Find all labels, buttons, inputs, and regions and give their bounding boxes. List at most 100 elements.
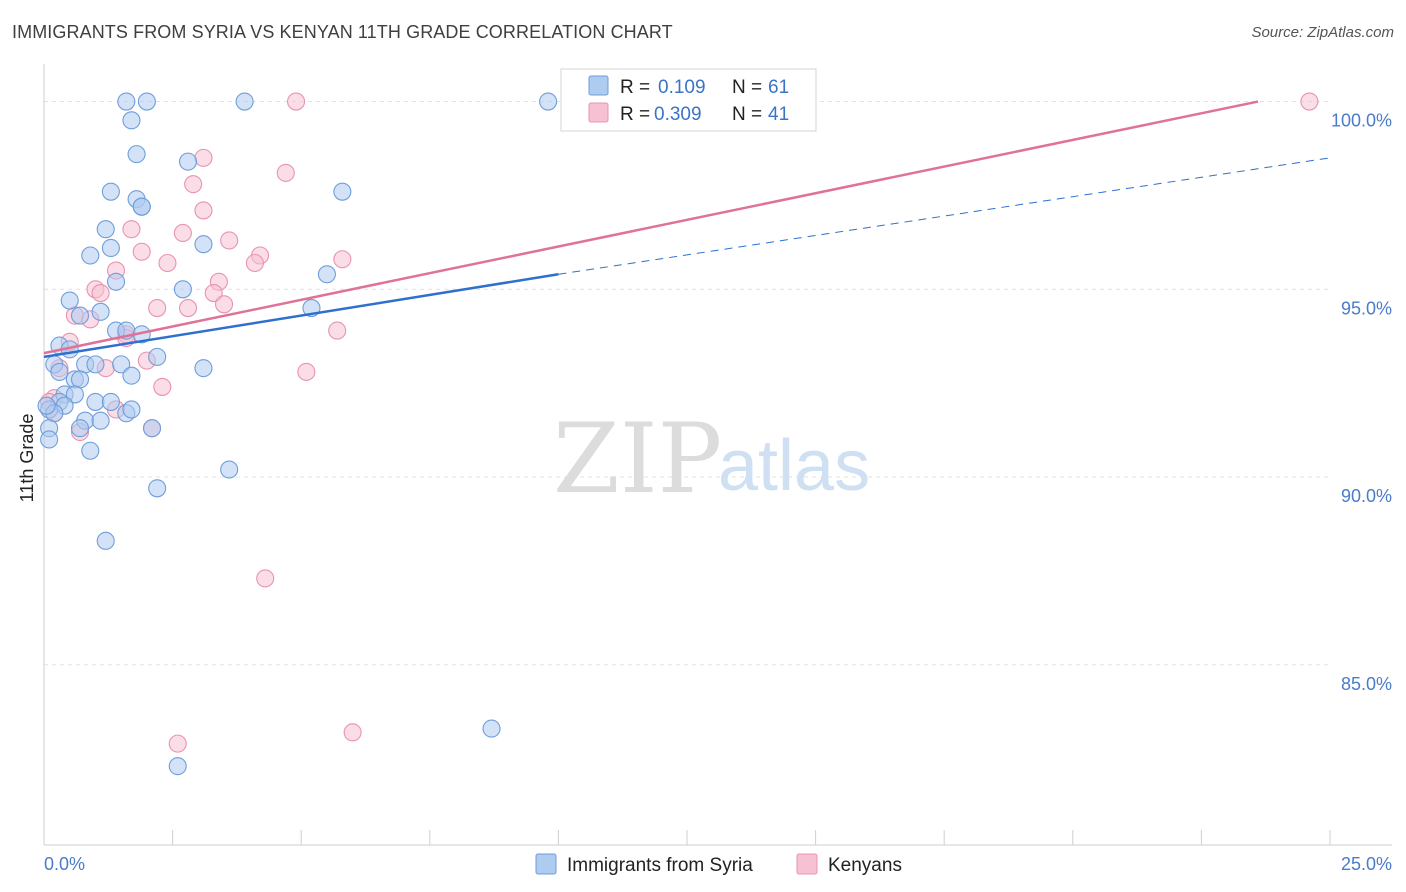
chart-source: Source: ZipAtlas.com	[1251, 24, 1394, 41]
bottom-legend-swatch-syria	[535, 853, 557, 875]
legend-n-label-syria: N =	[732, 77, 762, 98]
point-syria-19	[60, 291, 79, 310]
y-tick-label-1: 90.0%	[1341, 486, 1392, 506]
point-kenya-3	[194, 148, 213, 167]
point-syria-12	[96, 220, 115, 239]
point-syria-50	[70, 419, 90, 438]
point-syria-34	[50, 362, 69, 381]
point-syria-17	[106, 272, 126, 291]
point-syria-49	[91, 411, 110, 430]
legend-n-value-syria: 61	[768, 77, 789, 98]
point-kenya-5	[184, 175, 203, 194]
point-kenya-4	[276, 163, 295, 182]
point-syria-60	[37, 396, 56, 415]
bottom-legend-label-syria: Immigrants from Syria	[567, 855, 753, 876]
point-syria-51	[142, 419, 162, 438]
point-syria-15	[81, 246, 100, 265]
point-syria-58	[482, 719, 501, 738]
point-syria-53	[40, 430, 59, 449]
point-kenya-32	[297, 362, 316, 381]
point-kenya-20	[214, 295, 234, 314]
y-tick-label-3: 100.0%	[1331, 111, 1392, 131]
point-kenya-33	[153, 377, 172, 396]
data-points	[37, 92, 1319, 776]
point-syria-28	[148, 347, 167, 366]
point-syria-3	[539, 92, 558, 111]
point-syria-7	[101, 182, 120, 201]
point-syria-1	[137, 92, 156, 111]
watermark-zip: ZIP	[553, 403, 722, 515]
point-kenya-7	[122, 220, 141, 239]
point-kenya-25	[328, 321, 347, 340]
point-kenya-14	[245, 253, 264, 273]
watermark: ZIP atlas	[553, 403, 870, 515]
point-kenya-2	[1300, 92, 1319, 111]
point-syria-35	[122, 366, 141, 385]
point-syria-47	[122, 400, 141, 419]
legend-swatch-syria	[588, 75, 609, 96]
trend-line-kenya	[43, 100, 1259, 355]
point-kenya-18	[91, 283, 110, 303]
point-syria-20	[91, 302, 110, 321]
point-syria-4	[122, 111, 141, 130]
bottom-legend-label-kenya: Kenyans	[828, 855, 902, 876]
grid-lines	[44, 101, 1330, 666]
point-syria-6	[178, 152, 198, 171]
legend-swatch-kenya	[588, 102, 609, 123]
point-kenya-22	[178, 299, 198, 318]
point-kenya-41	[343, 723, 362, 742]
legend-n-label-kenya: N =	[732, 104, 762, 125]
point-syria-32	[112, 355, 131, 374]
point-syria-0	[117, 92, 136, 111]
point-kenya-21	[148, 299, 167, 318]
point-syria-57	[96, 531, 115, 550]
point-kenya-19	[204, 283, 223, 303]
point-syria-33	[194, 359, 213, 378]
point-syria-59	[168, 757, 187, 776]
point-kenya-6	[194, 201, 213, 220]
point-syria-43	[101, 392, 120, 411]
point-syria-39	[65, 385, 84, 404]
watermark-atlas: atlas	[718, 426, 870, 506]
legend-r-value-kenya: 0.309	[654, 104, 702, 125]
point-syria-2	[235, 92, 254, 111]
point-kenya-8	[173, 223, 192, 243]
legend-r-value-syria: 0.109	[658, 77, 706, 98]
y-axis-label: 11th Grade	[17, 414, 37, 503]
point-kenya-42	[168, 734, 187, 753]
point-syria-42	[86, 392, 105, 411]
point-syria-18	[173, 280, 192, 299]
point-kenya-13	[158, 253, 177, 273]
legend-n-value-kenya: 41	[768, 104, 789, 125]
point-kenya-9	[220, 231, 239, 250]
axes	[43, 64, 1392, 846]
point-syria-55	[220, 460, 239, 479]
legend-top: R = 0.109 N = 61 R = 0.309 N = 41	[560, 68, 817, 132]
legend-r-label-kenya: R =	[620, 104, 650, 125]
tick-labels: 85.0% 90.0% 95.0% 100.0% 0.0% 25.0%	[44, 111, 1392, 874]
point-syria-14	[101, 238, 120, 258]
point-syria-21	[70, 306, 90, 325]
y-tick-label-2: 95.0%	[1341, 298, 1392, 318]
bottom-legend-swatch-kenya	[796, 853, 818, 875]
point-syria-8	[333, 182, 352, 201]
trend-line-syria	[43, 273, 559, 359]
x-tick-label-max: 25.0%	[1341, 854, 1392, 874]
point-kenya-10	[132, 242, 151, 261]
y-tick-label-0: 85.0%	[1341, 674, 1392, 694]
legend-bottom: Immigrants from Syria Kenyans	[535, 853, 902, 876]
point-kenya-40	[256, 569, 275, 588]
point-syria-11	[132, 197, 151, 216]
point-syria-54	[81, 441, 100, 460]
legend-r-label-syria: R =	[620, 77, 650, 98]
point-kenya-0	[287, 92, 306, 111]
x-tick-label-min: 0.0%	[44, 854, 85, 874]
point-syria-16	[317, 265, 336, 284]
chart-title: IMMIGRANTS FROM SYRIA VS KENYAN 11TH GRA…	[12, 22, 673, 42]
point-syria-31	[86, 355, 105, 374]
trend-lines	[43, 100, 1331, 359]
point-syria-13	[194, 235, 213, 254]
point-kenya-12	[333, 250, 352, 269]
trend-line-syria-extension	[558, 157, 1331, 275]
